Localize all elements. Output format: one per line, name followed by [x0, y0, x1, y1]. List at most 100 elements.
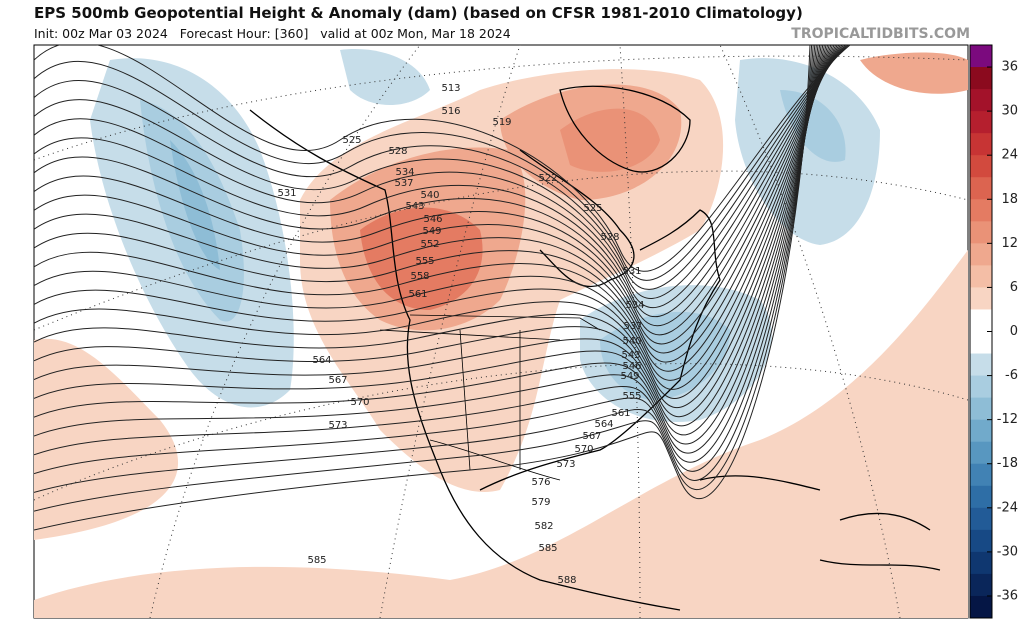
colorbar-tick-label: 0	[1010, 324, 1018, 339]
contour-label: 525	[583, 203, 602, 214]
contour-label: 525	[342, 135, 361, 146]
contour-label: 534	[395, 167, 414, 178]
contour-label: 567	[328, 375, 347, 386]
contour-label: 513	[441, 83, 460, 94]
colorbar-band	[970, 331, 992, 355]
contour-line	[34, 45, 817, 463]
contour-line	[34, 45, 824, 427]
subtitle: Init: 00z Mar 03 2024 Forecast Hour: [36…	[34, 26, 511, 41]
contour-label: 531	[277, 188, 296, 199]
colorbar-band	[970, 177, 992, 200]
contour-label: 585	[538, 543, 557, 554]
title: EPS 500mb Geopotential Height & Anomaly …	[34, 4, 803, 22]
contour-line	[34, 45, 841, 327]
contour-line	[34, 45, 811, 531]
contour-label: 561	[408, 289, 427, 300]
contour-label: 528	[600, 232, 619, 243]
colorbar-band	[970, 463, 992, 487]
contour-line	[34, 45, 840, 336]
contour-label: 543	[621, 350, 640, 361]
colorbar-tick-label: 24	[1001, 148, 1018, 163]
colorbar-band	[970, 441, 992, 465]
contour-line	[34, 45, 837, 354]
colorbar-band	[970, 45, 992, 68]
contour-line	[34, 45, 827, 408]
colorbar-tick-label: -18	[997, 456, 1018, 471]
contour-line	[34, 45, 843, 317]
contour-label: 549	[620, 371, 639, 382]
contour-line	[34, 45, 832, 381]
contour-line	[34, 45, 813, 512]
colorbar-tick-label: -12	[997, 412, 1018, 427]
colorbar-band	[970, 507, 992, 531]
colorbar-band	[970, 89, 992, 112]
contour-line	[34, 45, 819, 454]
colorbar-band	[970, 265, 992, 288]
contour-label: 579	[531, 497, 550, 508]
map: 5135165195225255255285285315315345345375…	[33, 44, 969, 619]
watermark: TROPICALTIDBITS.COM	[791, 26, 970, 42]
contour-line	[34, 45, 835, 363]
anomaly-shading	[34, 49, 968, 618]
contour-label: 576	[531, 477, 550, 488]
contour-line	[34, 45, 814, 493]
contour-label: 537	[394, 178, 413, 189]
contour-label: 546	[622, 361, 641, 372]
contour-label: 582	[534, 521, 553, 532]
contour-label: 543	[405, 201, 424, 212]
colorbar-band	[970, 155, 992, 178]
contour-line	[34, 45, 821, 445]
contour-label: 570	[574, 444, 593, 455]
contour-label: 546	[423, 214, 442, 225]
colorbar-band	[970, 199, 992, 222]
colorbar-tick-label: -30	[997, 544, 1018, 559]
contour-line	[34, 45, 833, 372]
contour-label: 540	[420, 190, 439, 201]
contour-label: 516	[441, 106, 460, 117]
contour-line	[34, 45, 846, 299]
colorbar-band	[970, 419, 992, 443]
contour-label: 570	[350, 397, 369, 408]
colorbar-band	[970, 243, 992, 266]
colorbar-band	[970, 111, 992, 134]
colorbar-band	[970, 221, 992, 244]
colorbar-tick-label: 18	[1001, 192, 1018, 207]
contour-label: 540	[622, 336, 641, 347]
contour-line	[34, 45, 848, 290]
contour-label: 573	[556, 459, 575, 470]
contour-label: 555	[622, 391, 641, 402]
colorbar-tick-label: 6	[1010, 280, 1018, 295]
colorbar-band	[970, 573, 992, 597]
contour-label: 531	[622, 266, 641, 277]
colorbar-band	[970, 397, 992, 421]
contour-line	[34, 45, 822, 436]
contour-label: 564	[312, 355, 331, 366]
contour-label: 585	[307, 555, 326, 566]
colorbar-band	[970, 353, 992, 377]
colorbar-tick-label: 12	[1001, 236, 1018, 251]
contour-label: 519	[492, 117, 511, 128]
colorbar-tick-label: -6	[1005, 368, 1018, 383]
contour-line	[34, 45, 816, 475]
contour-label: 558	[410, 271, 429, 282]
colorbar-band	[970, 67, 992, 90]
colorbar-band	[970, 309, 992, 332]
colorbar-band	[970, 529, 992, 553]
contour-label: 567	[582, 431, 601, 442]
contour-label: 552	[420, 239, 439, 250]
contour-line	[34, 45, 825, 417]
contour-label: 522	[538, 173, 557, 184]
colorbar-tick-label: -24	[997, 500, 1018, 515]
colorbar-band	[970, 551, 992, 575]
contour-line	[34, 45, 851, 272]
contour-label: 549	[422, 226, 441, 237]
contour-label: 537	[623, 321, 642, 332]
contour-line	[34, 45, 845, 308]
contour-line	[34, 45, 829, 399]
contour-line	[34, 45, 849, 281]
contour-labels: 5135165195225255255285285315315345345375…	[277, 83, 644, 586]
colorbar-band	[970, 595, 992, 619]
colorbar-band	[970, 287, 992, 310]
contour-line	[34, 45, 830, 390]
